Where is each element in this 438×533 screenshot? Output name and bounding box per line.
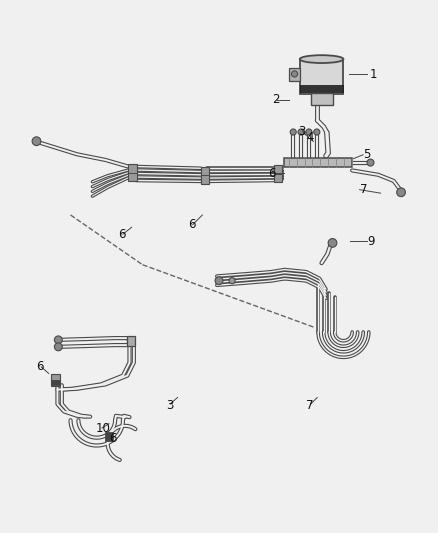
Bar xyxy=(300,85,343,92)
Text: 6: 6 xyxy=(188,218,196,231)
Circle shape xyxy=(328,239,337,247)
Circle shape xyxy=(291,71,297,77)
Text: 2: 2 xyxy=(272,93,280,106)
Bar xyxy=(285,158,352,167)
Circle shape xyxy=(215,277,223,285)
Bar xyxy=(128,164,137,181)
Text: 6: 6 xyxy=(268,167,276,180)
Text: 3: 3 xyxy=(166,399,173,412)
Bar xyxy=(51,374,60,386)
Circle shape xyxy=(32,137,41,146)
Circle shape xyxy=(290,129,296,135)
Text: 5: 5 xyxy=(363,148,371,161)
Circle shape xyxy=(314,129,320,135)
Bar xyxy=(106,432,113,441)
Bar xyxy=(300,59,343,94)
Text: 1: 1 xyxy=(370,68,377,81)
Bar xyxy=(289,68,300,81)
Circle shape xyxy=(229,278,235,284)
Bar xyxy=(127,336,135,346)
Bar xyxy=(274,165,283,182)
Circle shape xyxy=(367,159,374,166)
Circle shape xyxy=(306,129,312,135)
Text: 10: 10 xyxy=(96,423,111,435)
Ellipse shape xyxy=(300,55,343,63)
Text: 7: 7 xyxy=(306,399,314,412)
Text: 6: 6 xyxy=(119,228,126,241)
Text: 7: 7 xyxy=(360,183,367,196)
Circle shape xyxy=(298,129,304,135)
Circle shape xyxy=(397,188,406,197)
Circle shape xyxy=(54,343,62,351)
Text: 9: 9 xyxy=(367,235,375,248)
Circle shape xyxy=(54,336,62,344)
Bar xyxy=(311,93,332,105)
Bar xyxy=(51,380,60,385)
Text: 6: 6 xyxy=(36,360,44,374)
Text: 6: 6 xyxy=(109,432,117,446)
Text: 4: 4 xyxy=(306,131,314,144)
Bar xyxy=(201,167,209,183)
Text: 3: 3 xyxy=(298,125,306,138)
